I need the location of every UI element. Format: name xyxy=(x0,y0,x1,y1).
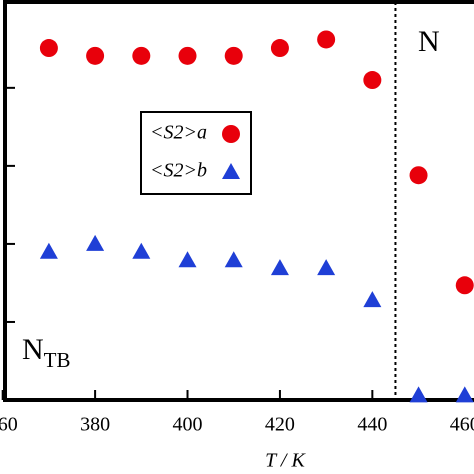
legend-marker xyxy=(222,125,240,143)
phase-label-sub: TB xyxy=(44,348,71,372)
x-tick-label: 400 xyxy=(173,414,203,436)
legend-marker xyxy=(222,163,240,179)
x-tick-label: 380 xyxy=(80,414,110,436)
x-axis-label: T / K xyxy=(265,450,306,472)
data-point xyxy=(39,242,58,259)
plot-frame xyxy=(3,0,474,402)
data-point xyxy=(178,46,197,65)
data-point xyxy=(363,291,382,308)
legend-label: <S2>a xyxy=(150,122,207,144)
data-point xyxy=(132,46,151,65)
x-tick-label: 440 xyxy=(357,414,387,436)
data-point xyxy=(132,242,151,259)
x-tick-label: 420 xyxy=(265,414,295,436)
data-point xyxy=(270,259,289,276)
phase-label: N xyxy=(418,25,440,58)
data-point xyxy=(86,46,105,65)
data-point xyxy=(224,46,243,65)
x-tick-label: 360 xyxy=(0,414,18,436)
x-tick-label: 460 xyxy=(450,414,474,436)
data-point xyxy=(409,166,428,185)
legend-label: <S2>b xyxy=(150,160,207,182)
phase-label-main: N xyxy=(22,333,44,366)
data-point xyxy=(455,276,474,295)
data-point xyxy=(317,30,336,49)
data-point xyxy=(178,251,197,268)
data-point xyxy=(409,386,428,403)
data-point xyxy=(363,71,382,90)
data-point xyxy=(317,259,336,276)
data-point xyxy=(455,386,474,403)
data-point xyxy=(39,39,58,58)
data-point xyxy=(270,39,289,58)
data-point xyxy=(224,251,243,268)
data-point xyxy=(86,234,105,251)
phase-label: NTB xyxy=(22,333,71,372)
